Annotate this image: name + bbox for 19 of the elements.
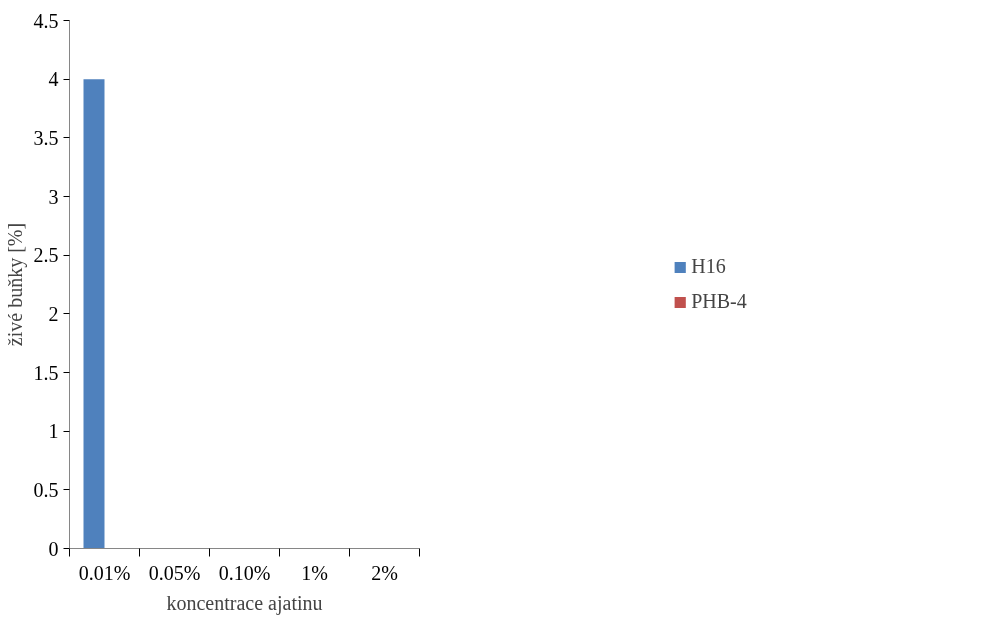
- x-tick-label: 0.05%: [148, 561, 201, 584]
- x-axis-title: koncentrace ajatinu: [166, 591, 323, 615]
- x-tick-label: 2%: [371, 561, 398, 584]
- x-tick-label: 0.01%: [78, 561, 131, 584]
- y-tick-label: 2: [48, 302, 59, 325]
- y-tick-label: 0: [48, 537, 59, 560]
- y-tick-label: 2.5: [33, 244, 59, 267]
- y-tick-label: 4: [48, 68, 59, 91]
- y-tick-label: 1.5: [33, 361, 59, 384]
- legend-label: PHB-4: [691, 290, 747, 313]
- y-tick-label: 1: [48, 420, 59, 443]
- y-tick-label: 4.5: [33, 9, 59, 32]
- x-tick-label: 0.10%: [218, 561, 271, 584]
- y-axis-title: živé buňky [%]: [3, 222, 27, 347]
- y-tick-label: 3: [48, 185, 59, 208]
- y-tick-label: 0.5: [33, 478, 59, 501]
- legend-label: H16: [691, 255, 726, 278]
- x-tick-label: 1%: [301, 561, 328, 584]
- y-tick-label: 3.5: [33, 126, 59, 149]
